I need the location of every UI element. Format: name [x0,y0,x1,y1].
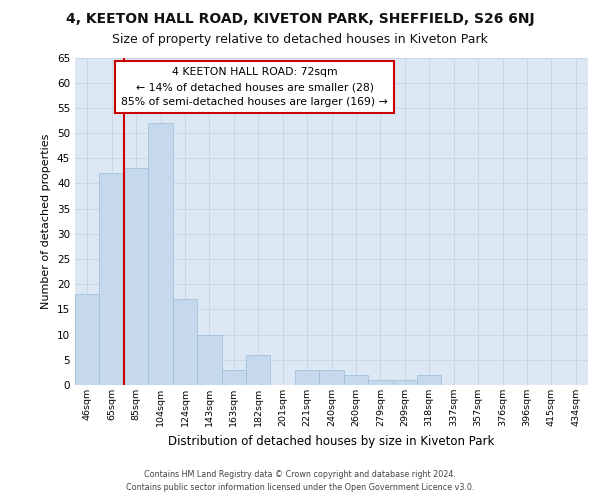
Bar [100,174,124,385]
Bar [124,168,148,385]
Text: Size of property relative to detached houses in Kiveton Park: Size of property relative to detached ho… [112,32,488,46]
Bar [148,123,173,385]
Text: 4, KEETON HALL ROAD, KIVETON PARK, SHEFFIELD, S26 6NJ: 4, KEETON HALL ROAD, KIVETON PARK, SHEFF… [65,12,535,26]
Bar [221,370,246,385]
X-axis label: Distribution of detached houses by size in Kiveton Park: Distribution of detached houses by size … [169,434,494,448]
Bar [319,370,344,385]
Bar [173,300,197,385]
Bar [344,375,368,385]
Text: Contains HM Land Registry data © Crown copyright and database right 2024.
Contai: Contains HM Land Registry data © Crown c… [126,470,474,492]
Text: 4 KEETON HALL ROAD: 72sqm
← 14% of detached houses are smaller (28)
85% of semi-: 4 KEETON HALL ROAD: 72sqm ← 14% of detac… [121,68,388,107]
Bar [417,375,442,385]
Bar [392,380,417,385]
Bar [368,380,392,385]
Bar [75,294,100,385]
Y-axis label: Number of detached properties: Number of detached properties [41,134,52,309]
Bar [197,334,221,385]
Bar [246,355,271,385]
Bar [295,370,319,385]
